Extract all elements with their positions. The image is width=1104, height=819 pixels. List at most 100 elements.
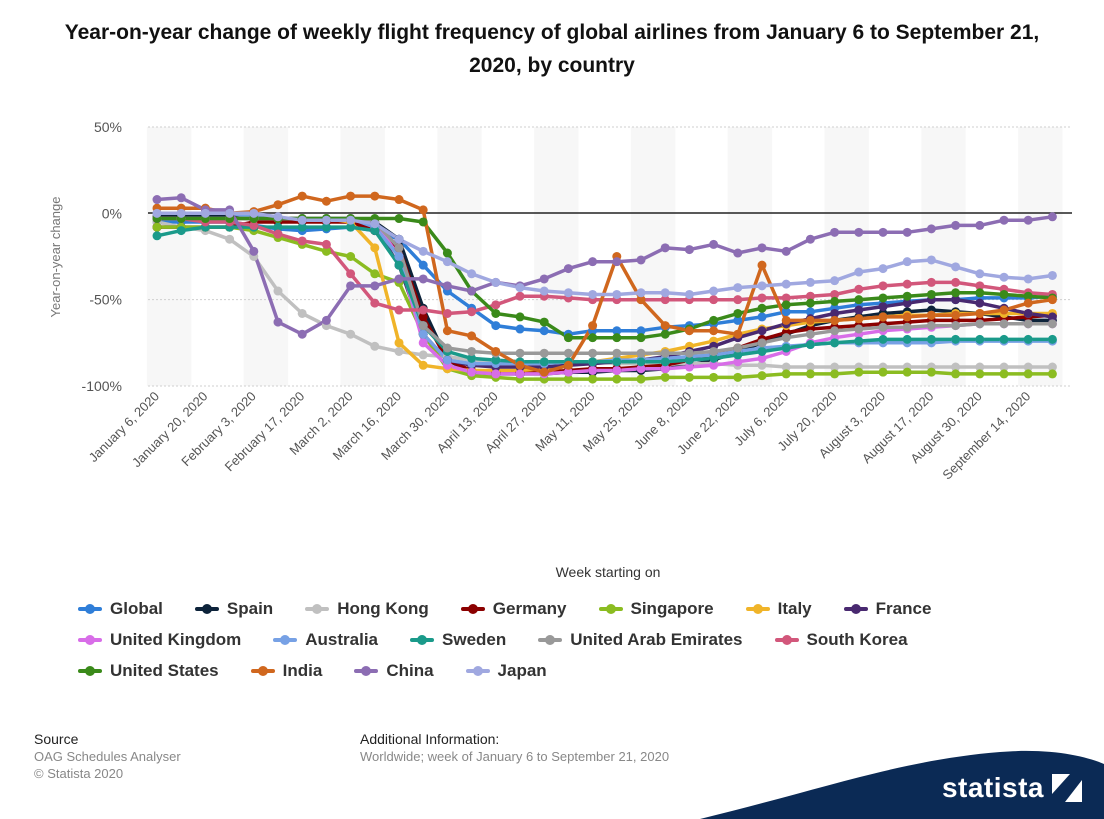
legend-item[interactable]: Hong Kong <box>305 598 429 620</box>
legend-item[interactable]: Global <box>78 598 163 620</box>
data-point <box>709 286 719 296</box>
data-point <box>830 296 840 306</box>
data-point <box>733 343 743 353</box>
legend-item[interactable]: United States <box>78 660 219 682</box>
data-point <box>563 333 573 343</box>
data-point <box>588 289 598 299</box>
data-point <box>297 222 307 232</box>
legend-item[interactable]: Spain <box>194 598 274 620</box>
legend-item[interactable]: Sweden <box>410 629 506 651</box>
legend-item[interactable]: Italy <box>745 598 812 620</box>
column-band <box>534 127 579 386</box>
data-point <box>467 307 477 317</box>
data-point <box>757 243 767 253</box>
legend-item[interactable]: Germany <box>460 598 567 620</box>
legend-label: Spain <box>226 599 274 618</box>
data-point <box>781 315 791 325</box>
data-point <box>999 369 1009 379</box>
statista-logo[interactable]: statista <box>942 772 1082 804</box>
data-point <box>733 295 743 305</box>
legend-swatch <box>354 666 379 676</box>
legend-item[interactable]: United Kingdom <box>78 629 241 651</box>
data-point <box>999 362 1009 372</box>
legend-swatch <box>745 604 770 614</box>
data-point <box>467 286 477 296</box>
data-point <box>926 224 936 234</box>
data-point <box>999 289 1009 299</box>
data-point <box>926 310 936 320</box>
data-point <box>854 284 864 294</box>
series-points <box>152 191 1057 384</box>
legend-label: Singapore <box>630 599 714 618</box>
data-point <box>781 333 791 343</box>
data-point <box>346 329 356 339</box>
data-point <box>1047 270 1057 280</box>
y-tick-label: 0% <box>102 205 122 221</box>
data-point <box>297 329 307 339</box>
data-point <box>346 252 356 261</box>
data-point <box>926 321 936 331</box>
column-band <box>146 127 192 386</box>
data-point <box>733 372 743 382</box>
data-point <box>830 308 840 318</box>
data-point <box>684 245 694 255</box>
legend-item[interactable]: India <box>250 660 322 682</box>
data-point <box>1023 319 1033 329</box>
data-point <box>975 334 985 344</box>
data-point <box>418 338 428 348</box>
data-point <box>709 353 719 363</box>
data-point <box>1023 369 1033 379</box>
legend-item[interactable]: South Korea <box>774 629 908 651</box>
legend-label: South Korea <box>806 630 908 649</box>
legend-swatch <box>598 604 623 614</box>
data-point <box>684 326 694 336</box>
legend-item[interactable]: Japan <box>465 660 547 682</box>
data-point <box>612 348 622 358</box>
data-point <box>660 329 670 339</box>
data-point <box>321 246 331 256</box>
data-point <box>926 334 936 344</box>
data-point <box>902 334 912 344</box>
data-point <box>805 234 815 244</box>
data-point <box>878 334 888 344</box>
data-point <box>515 291 525 301</box>
data-point <box>854 324 864 334</box>
data-point <box>225 208 235 218</box>
data-point <box>830 369 840 379</box>
data-point <box>830 362 840 372</box>
data-point <box>1047 362 1057 372</box>
data-point <box>781 293 791 303</box>
data-point <box>588 365 598 375</box>
legend-item[interactable]: Singapore <box>598 598 714 620</box>
data-point <box>152 208 162 218</box>
legend-item[interactable]: United Arab Emirates <box>538 629 743 651</box>
data-point <box>539 286 549 296</box>
legend-item[interactable]: China <box>354 660 434 682</box>
data-point <box>152 222 162 232</box>
legend-item[interactable]: Australia <box>273 629 378 651</box>
source-name[interactable]: OAG Schedules Analyser <box>34 749 181 764</box>
data-point <box>902 291 912 301</box>
data-point <box>346 269 356 279</box>
data-point <box>1023 308 1033 318</box>
data-point <box>854 336 864 346</box>
additional-info-heading: Additional Information: <box>360 731 500 747</box>
data-point <box>999 272 1009 282</box>
data-point <box>854 367 864 377</box>
data-point <box>975 362 985 372</box>
data-point <box>467 367 477 377</box>
y-axis-ticks: 50% 0% -50% -100% <box>82 119 122 394</box>
legend-item[interactable]: France <box>843 598 931 620</box>
data-point <box>394 260 404 270</box>
data-point <box>612 257 622 267</box>
data-point <box>757 312 767 322</box>
data-point <box>805 277 815 287</box>
data-point <box>1047 312 1057 322</box>
data-point <box>1023 298 1033 308</box>
data-point <box>636 255 646 265</box>
legend-label: China <box>386 661 434 680</box>
data-point <box>951 334 961 344</box>
legend-label: United Kingdom <box>110 630 242 649</box>
data-point <box>684 362 694 372</box>
